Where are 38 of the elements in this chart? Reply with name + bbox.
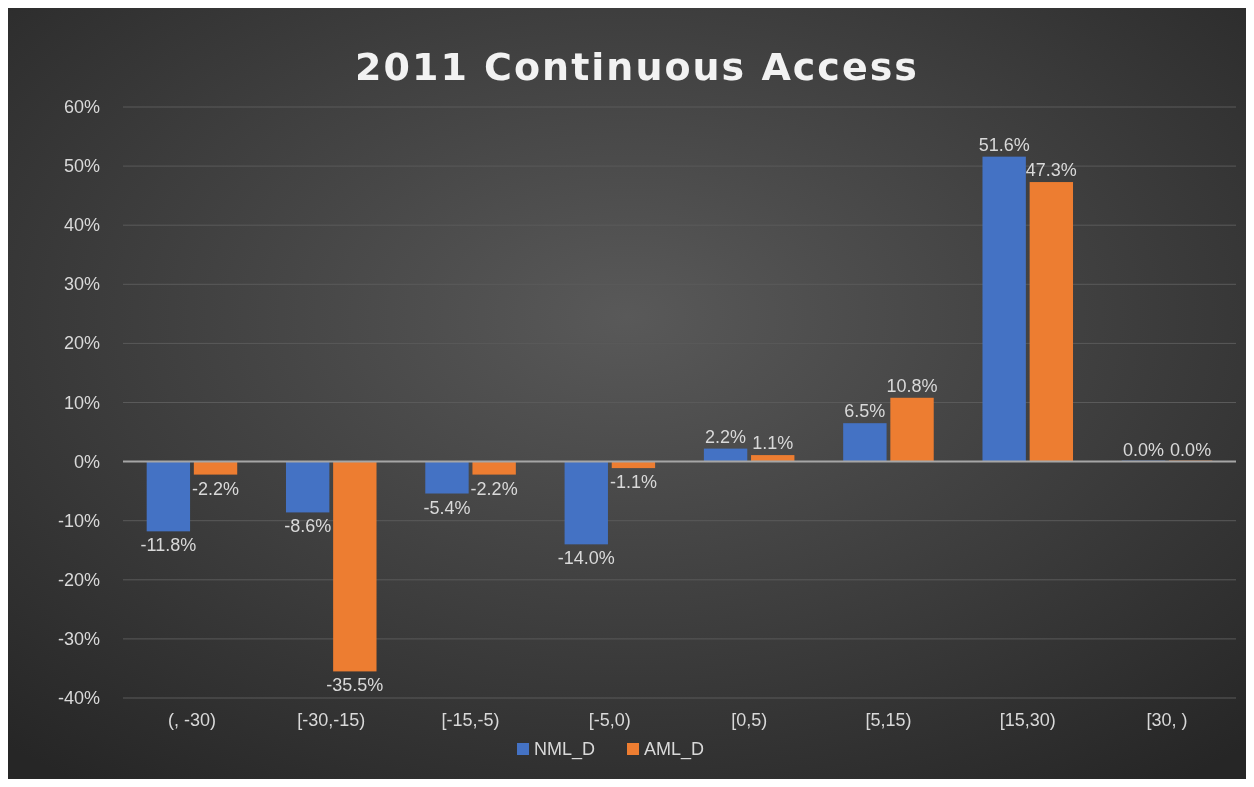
data-label: 2.2%	[705, 426, 747, 447]
data-label: 6.5%	[844, 401, 886, 422]
y-tick-label: 10%	[63, 392, 100, 413]
x-tick-label: [0,5)	[731, 710, 768, 730]
y-tick-label: 60%	[63, 97, 100, 117]
y-tick-label: -40%	[57, 688, 100, 708]
y-tick-label: -10%	[57, 510, 100, 531]
data-label: -2.2%	[470, 478, 518, 499]
y-tick-label: 0%	[73, 451, 100, 472]
x-tick-label: [15,30)	[999, 710, 1056, 730]
data-label: -1.1%	[609, 472, 657, 493]
x-tick-label: (, -30)	[167, 710, 216, 730]
data-label: -5.4%	[423, 497, 471, 518]
y-tick-label: 30%	[63, 274, 100, 295]
y-tick-label: 20%	[63, 333, 100, 354]
data-label: 51.6%	[978, 134, 1030, 155]
data-label: -35.5%	[326, 675, 384, 696]
legend-label: AML_D	[644, 739, 705, 760]
x-tick-label: [-5,0)	[588, 710, 631, 730]
y-tick-label: -20%	[57, 569, 100, 590]
y-tick-label: 40%	[63, 215, 100, 236]
data-label: 0.0%	[1170, 439, 1212, 460]
data-label: 10.8%	[886, 375, 938, 396]
data-label: 47.3%	[1025, 160, 1077, 181]
data-label: 0.0%	[1122, 439, 1164, 460]
x-tick-label: [5,15)	[865, 710, 912, 730]
y-tick-label: -30%	[57, 628, 100, 649]
x-tick-label: [30, )	[1146, 710, 1188, 730]
x-tick-label: [-15,-5)	[441, 710, 500, 730]
data-label: -14.0%	[557, 548, 615, 569]
data-label: -11.8%	[140, 535, 197, 556]
data-label: -2.2%	[192, 478, 240, 499]
chart-title: 2011 Continuous Access	[355, 45, 919, 89]
data-label: -8.6%	[284, 516, 332, 537]
y-tick-label: 50%	[63, 156, 100, 177]
legend-label: NML_D	[534, 739, 596, 760]
x-tick-label: [-30,-15)	[297, 710, 366, 730]
data-label: 1.1%	[752, 433, 794, 454]
